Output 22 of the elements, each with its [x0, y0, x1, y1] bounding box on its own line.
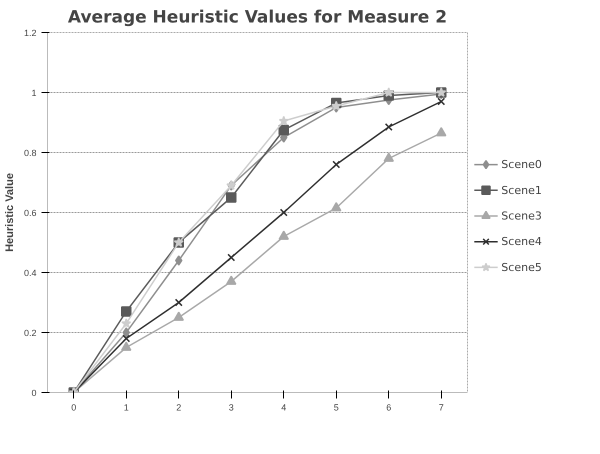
- legend-label: Scene5: [501, 260, 542, 274]
- y-tick-label: 0.2: [24, 328, 37, 338]
- chart-title: Average Heuristic Values for Measure 2: [68, 8, 448, 28]
- x-tick-label: 0: [71, 402, 76, 412]
- legend-label: Scene4: [501, 235, 542, 248]
- x-tick-label: 6: [386, 402, 392, 412]
- x-tick-label: 2: [176, 402, 182, 412]
- x-tick-label: 1: [124, 402, 129, 412]
- legend-label: Scene0: [501, 158, 542, 172]
- y-tick-label: 0.4: [24, 268, 37, 278]
- x-tick-label: 4: [281, 402, 286, 412]
- y-axis-title: Heuristic Value: [4, 173, 16, 252]
- x-tick-label: 5: [334, 402, 339, 412]
- legend-label: Scene1: [501, 184, 542, 197]
- y-tick-label: 1.2: [24, 28, 37, 38]
- legend-label: Scene3: [501, 210, 542, 222]
- y-tick-label: 0.6: [24, 208, 37, 218]
- y-tick-label: 1: [31, 88, 37, 98]
- y-tick-label: 0.8: [24, 148, 37, 158]
- x-tick-label: 7: [438, 402, 444, 412]
- y-tick-label: 0: [31, 388, 37, 398]
- x-tick-label: 3: [228, 402, 234, 412]
